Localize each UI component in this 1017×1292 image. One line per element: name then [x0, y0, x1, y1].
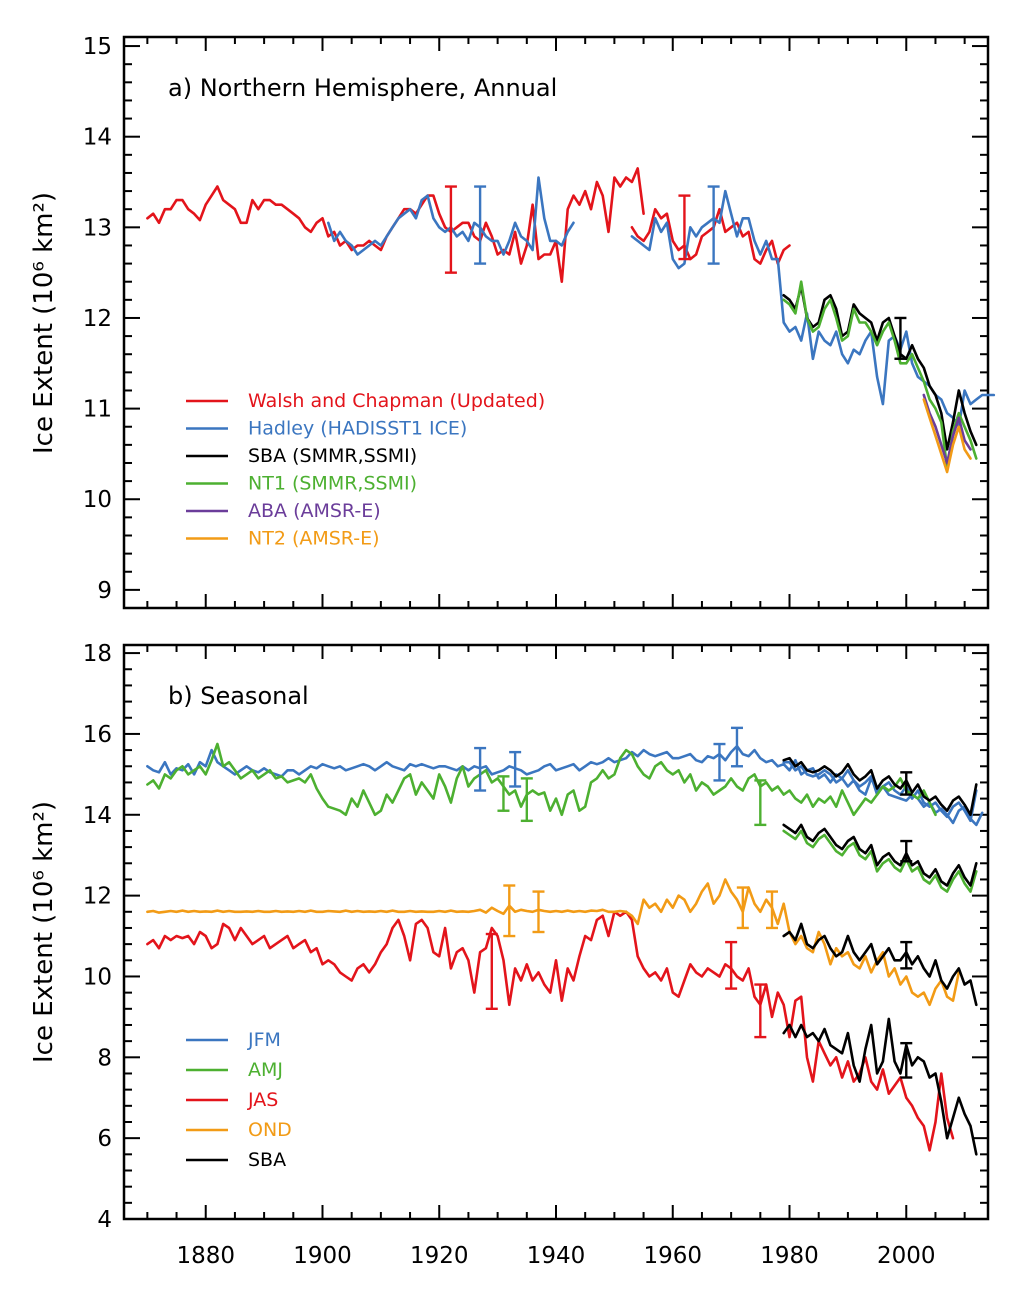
legend-label: SBA (SMMR,SSMI) [248, 445, 417, 467]
y-tick-label: 10 [83, 487, 112, 513]
panel-a-annual-chart: 9 10 11 12 13 14 15 Ice Extent (10⁶ km²) a) Nort… [29, 34, 996, 610]
legend-label: Walsh and Chapman (Updated) [248, 390, 545, 412]
x-tick-label: 1940 [527, 1243, 586, 1269]
y-tick-label: 6 [97, 1126, 112, 1152]
x-tick-label: 2000 [877, 1243, 936, 1269]
error-bar [900, 940, 913, 970]
y-tick-label: 16 [83, 722, 112, 748]
y-axis-title: Ice Extent (10⁶ km²) [29, 801, 59, 1063]
error-bar [713, 742, 726, 782]
legend-label: AMJ [248, 1059, 283, 1081]
error-bar [503, 884, 516, 938]
error-bar [725, 940, 738, 990]
series-line [922, 398, 972, 474]
legend-label: OND [248, 1119, 292, 1141]
y-tick-label: 12 [83, 306, 112, 332]
y-tick-label: 15 [83, 34, 112, 60]
y-tick-label: 4 [97, 1207, 112, 1233]
error-bar [497, 775, 510, 812]
x-tick-label: 1900 [293, 1243, 352, 1269]
y-axis-title: Ice Extent (10⁶ km²) [29, 192, 59, 454]
y-tick-label: 14 [83, 803, 112, 829]
y-tick-label: 18 [83, 641, 112, 667]
legend-label: SBA [248, 1149, 286, 1171]
error-bar [474, 746, 487, 792]
legend-label: Hadley (HADISST1 ICE) [248, 418, 467, 440]
series-line [146, 878, 961, 1007]
series-line [782, 284, 978, 451]
legend-label: NT1 (SMMR,SSMI) [248, 473, 417, 495]
legend-label: ABA (AMSR-E) [248, 500, 381, 522]
panel-title: a) Northern Hemisphere, Annual [168, 74, 557, 102]
error-bar [894, 316, 907, 360]
legend-label: JAS [247, 1089, 278, 1111]
error-bar [900, 771, 913, 796]
error-bar [520, 777, 533, 823]
error-bar [485, 932, 498, 1011]
error-bar [707, 185, 720, 265]
error-bar [444, 185, 457, 274]
series-line [922, 393, 972, 465]
error-bar [754, 983, 767, 1039]
error-bar [754, 779, 767, 827]
series-line [146, 744, 984, 827]
error-bar [900, 1041, 913, 1079]
error-bar [532, 890, 545, 934]
series-line [630, 189, 996, 429]
series-line [782, 756, 978, 817]
error-bar [730, 726, 743, 768]
error-bar [474, 185, 487, 265]
x-tick-label: 1960 [643, 1243, 702, 1269]
x-tick-label: 1980 [760, 1243, 819, 1269]
error-bar [678, 194, 691, 261]
series-line [630, 207, 791, 265]
error-bar [509, 750, 522, 788]
series-line [782, 823, 978, 887]
x-tick-label: 1920 [410, 1243, 469, 1269]
y-tick-label: 12 [83, 884, 112, 910]
y-tick-label: 13 [83, 215, 112, 241]
series-line [782, 280, 978, 469]
error-bar [766, 890, 778, 930]
legend-label: NT2 (AMSR-E) [248, 528, 380, 550]
error-bar [736, 886, 749, 930]
x-tick-label: 1880 [176, 1243, 235, 1269]
series-line [782, 829, 978, 893]
y-tick-label: 9 [97, 578, 112, 604]
panel-title: b) Seasonal [168, 682, 309, 710]
error-bar [900, 839, 913, 863]
series-line [782, 922, 978, 1007]
series-line [782, 1017, 978, 1156]
y-tick-label: 14 [83, 125, 112, 151]
y-tick-label: 10 [83, 964, 112, 990]
y-tick-label: 11 [83, 397, 112, 423]
panel-b-seasonal-chart: 1880 1900 1920 1940 1960 1980 2000 4 6 8 10 12 14 16 1… [29, 641, 990, 1269]
legend-label: JFM [247, 1029, 281, 1051]
series-line [146, 742, 937, 817]
y-tick-label: 8 [97, 1045, 112, 1071]
